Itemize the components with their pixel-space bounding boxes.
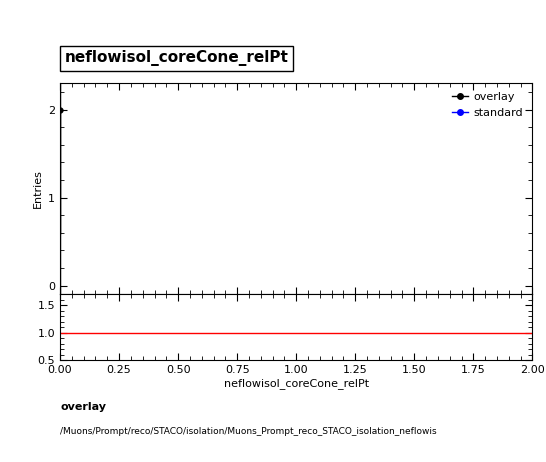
- X-axis label: neflowisol_coreCone_relPt: neflowisol_coreCone_relPt: [224, 378, 369, 389]
- Text: overlay: overlay: [60, 402, 106, 412]
- Legend: overlay, standard: overlay, standard: [448, 89, 527, 121]
- Text: neflowisol_coreCone_relPt: neflowisol_coreCone_relPt: [65, 50, 289, 66]
- Y-axis label: Entries: Entries: [33, 169, 43, 208]
- Text: /Muons/Prompt/reco/STACO/isolation/Muons_Prompt_reco_STACO_isolation_neflowis: /Muons/Prompt/reco/STACO/isolation/Muons…: [60, 427, 437, 436]
